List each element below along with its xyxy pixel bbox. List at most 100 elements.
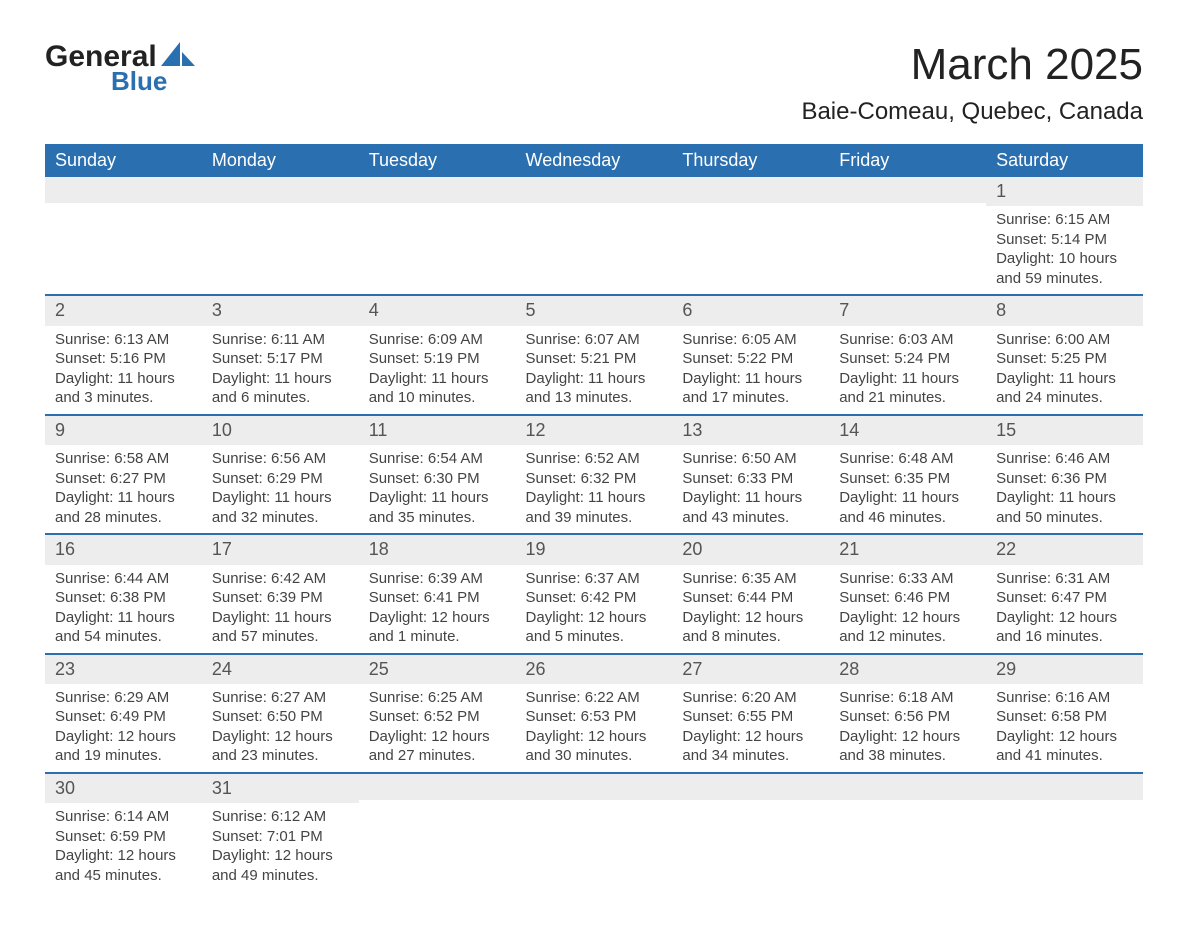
daylight-line-2: and 41 minutes. bbox=[996, 746, 1133, 766]
logo: General Blue bbox=[45, 40, 195, 97]
day-content: Sunrise: 6:37 AMSunset: 6:42 PMDaylight:… bbox=[516, 565, 673, 653]
calendar-day-cell: 22Sunrise: 6:31 AMSunset: 6:47 PMDayligh… bbox=[986, 534, 1143, 653]
day-content: Sunrise: 6:05 AMSunset: 5:22 PMDaylight:… bbox=[672, 326, 829, 414]
daylight-line-1: Daylight: 11 hours bbox=[55, 608, 192, 628]
day-number-empty bbox=[516, 774, 673, 800]
day-number: 24 bbox=[202, 655, 359, 684]
daylight-line-2: and 43 minutes. bbox=[682, 508, 819, 528]
sunset-line: Sunset: 6:58 PM bbox=[996, 707, 1133, 727]
sunset-line: Sunset: 5:21 PM bbox=[526, 349, 663, 369]
calendar-day-cell: 16Sunrise: 6:44 AMSunset: 6:38 PMDayligh… bbox=[45, 534, 202, 653]
sunset-line: Sunset: 7:01 PM bbox=[212, 827, 349, 847]
calendar-day-cell: 30Sunrise: 6:14 AMSunset: 6:59 PMDayligh… bbox=[45, 773, 202, 891]
calendar-day-cell: 12Sunrise: 6:52 AMSunset: 6:32 PMDayligh… bbox=[516, 415, 673, 534]
day-number: 18 bbox=[359, 535, 516, 564]
calendar-day-cell: 7Sunrise: 6:03 AMSunset: 5:24 PMDaylight… bbox=[829, 295, 986, 414]
sunrise-line: Sunrise: 6:07 AM bbox=[526, 330, 663, 350]
calendar-day-cell: 27Sunrise: 6:20 AMSunset: 6:55 PMDayligh… bbox=[672, 654, 829, 773]
daylight-line-2: and 45 minutes. bbox=[55, 866, 192, 886]
day-content: Sunrise: 6:48 AMSunset: 6:35 PMDaylight:… bbox=[829, 445, 986, 533]
day-content: Sunrise: 6:14 AMSunset: 6:59 PMDaylight:… bbox=[45, 803, 202, 891]
sunrise-line: Sunrise: 6:58 AM bbox=[55, 449, 192, 469]
day-number-empty bbox=[516, 177, 673, 203]
daylight-line-1: Daylight: 11 hours bbox=[212, 488, 349, 508]
day-number: 12 bbox=[516, 416, 673, 445]
sunrise-line: Sunrise: 6:48 AM bbox=[839, 449, 976, 469]
sunrise-line: Sunrise: 6:00 AM bbox=[996, 330, 1133, 350]
day-content-empty bbox=[672, 203, 829, 273]
calendar-day-cell bbox=[516, 177, 673, 295]
daylight-line-1: Daylight: 11 hours bbox=[526, 369, 663, 389]
daylight-line-1: Daylight: 12 hours bbox=[526, 727, 663, 747]
daylight-line-1: Daylight: 10 hours bbox=[996, 249, 1133, 269]
calendar-day-cell: 14Sunrise: 6:48 AMSunset: 6:35 PMDayligh… bbox=[829, 415, 986, 534]
sunset-line: Sunset: 6:39 PM bbox=[212, 588, 349, 608]
day-number-empty bbox=[202, 177, 359, 203]
calendar-day-cell bbox=[45, 177, 202, 295]
calendar-week-row: 30Sunrise: 6:14 AMSunset: 6:59 PMDayligh… bbox=[45, 773, 1143, 891]
day-content: Sunrise: 6:33 AMSunset: 6:46 PMDaylight:… bbox=[829, 565, 986, 653]
calendar-day-cell: 1Sunrise: 6:15 AMSunset: 5:14 PMDaylight… bbox=[986, 177, 1143, 295]
daylight-line-2: and 30 minutes. bbox=[526, 746, 663, 766]
day-content-empty bbox=[672, 800, 829, 870]
daylight-line-2: and 17 minutes. bbox=[682, 388, 819, 408]
daylight-line-2: and 19 minutes. bbox=[55, 746, 192, 766]
day-number: 13 bbox=[672, 416, 829, 445]
day-content-empty bbox=[829, 203, 986, 273]
sunrise-line: Sunrise: 6:37 AM bbox=[526, 569, 663, 589]
sunrise-line: Sunrise: 6:05 AM bbox=[682, 330, 819, 350]
day-content: Sunrise: 6:31 AMSunset: 6:47 PMDaylight:… bbox=[986, 565, 1143, 653]
day-number: 4 bbox=[359, 296, 516, 325]
day-content: Sunrise: 6:44 AMSunset: 6:38 PMDaylight:… bbox=[45, 565, 202, 653]
sunset-line: Sunset: 5:14 PM bbox=[996, 230, 1133, 250]
daylight-line-2: and 13 minutes. bbox=[526, 388, 663, 408]
calendar-week-row: 1Sunrise: 6:15 AMSunset: 5:14 PMDaylight… bbox=[45, 177, 1143, 295]
sunset-line: Sunset: 5:17 PM bbox=[212, 349, 349, 369]
sunset-line: Sunset: 6:44 PM bbox=[682, 588, 819, 608]
sunset-line: Sunset: 6:52 PM bbox=[369, 707, 506, 727]
daylight-line-1: Daylight: 12 hours bbox=[682, 608, 819, 628]
day-content: Sunrise: 6:20 AMSunset: 6:55 PMDaylight:… bbox=[672, 684, 829, 772]
sunset-line: Sunset: 6:33 PM bbox=[682, 469, 819, 489]
day-content: Sunrise: 6:09 AMSunset: 5:19 PMDaylight:… bbox=[359, 326, 516, 414]
day-number: 22 bbox=[986, 535, 1143, 564]
sunrise-line: Sunrise: 6:09 AM bbox=[369, 330, 506, 350]
daylight-line-2: and 57 minutes. bbox=[212, 627, 349, 647]
day-number: 30 bbox=[45, 774, 202, 803]
daylight-line-2: and 23 minutes. bbox=[212, 746, 349, 766]
sunset-line: Sunset: 5:19 PM bbox=[369, 349, 506, 369]
calendar-day-cell: 2Sunrise: 6:13 AMSunset: 5:16 PMDaylight… bbox=[45, 295, 202, 414]
sunset-line: Sunset: 6:53 PM bbox=[526, 707, 663, 727]
calendar-day-cell bbox=[359, 773, 516, 891]
weekday-header: Friday bbox=[829, 144, 986, 177]
day-content: Sunrise: 6:58 AMSunset: 6:27 PMDaylight:… bbox=[45, 445, 202, 533]
calendar-day-cell: 15Sunrise: 6:46 AMSunset: 6:36 PMDayligh… bbox=[986, 415, 1143, 534]
sunset-line: Sunset: 6:29 PM bbox=[212, 469, 349, 489]
calendar-day-cell bbox=[202, 177, 359, 295]
day-number: 3 bbox=[202, 296, 359, 325]
calendar-day-cell: 11Sunrise: 6:54 AMSunset: 6:30 PMDayligh… bbox=[359, 415, 516, 534]
calendar-day-cell: 10Sunrise: 6:56 AMSunset: 6:29 PMDayligh… bbox=[202, 415, 359, 534]
day-content: Sunrise: 6:22 AMSunset: 6:53 PMDaylight:… bbox=[516, 684, 673, 772]
day-content: Sunrise: 6:52 AMSunset: 6:32 PMDaylight:… bbox=[516, 445, 673, 533]
sunset-line: Sunset: 5:24 PM bbox=[839, 349, 976, 369]
daylight-line-2: and 1 minute. bbox=[369, 627, 506, 647]
day-number: 27 bbox=[672, 655, 829, 684]
calendar-week-row: 23Sunrise: 6:29 AMSunset: 6:49 PMDayligh… bbox=[45, 654, 1143, 773]
sunset-line: Sunset: 6:27 PM bbox=[55, 469, 192, 489]
day-content: Sunrise: 6:16 AMSunset: 6:58 PMDaylight:… bbox=[986, 684, 1143, 772]
sunset-line: Sunset: 6:50 PM bbox=[212, 707, 349, 727]
sunset-line: Sunset: 6:47 PM bbox=[996, 588, 1133, 608]
sunrise-line: Sunrise: 6:27 AM bbox=[212, 688, 349, 708]
sunrise-line: Sunrise: 6:16 AM bbox=[996, 688, 1133, 708]
calendar-table: Sunday Monday Tuesday Wednesday Thursday… bbox=[45, 144, 1143, 891]
calendar-day-cell: 25Sunrise: 6:25 AMSunset: 6:52 PMDayligh… bbox=[359, 654, 516, 773]
daylight-line-1: Daylight: 11 hours bbox=[369, 369, 506, 389]
daylight-line-2: and 39 minutes. bbox=[526, 508, 663, 528]
daylight-line-1: Daylight: 12 hours bbox=[369, 727, 506, 747]
calendar-day-cell: 21Sunrise: 6:33 AMSunset: 6:46 PMDayligh… bbox=[829, 534, 986, 653]
daylight-line-1: Daylight: 12 hours bbox=[526, 608, 663, 628]
weekday-header: Tuesday bbox=[359, 144, 516, 177]
daylight-line-2: and 28 minutes. bbox=[55, 508, 192, 528]
calendar-day-cell: 6Sunrise: 6:05 AMSunset: 5:22 PMDaylight… bbox=[672, 295, 829, 414]
